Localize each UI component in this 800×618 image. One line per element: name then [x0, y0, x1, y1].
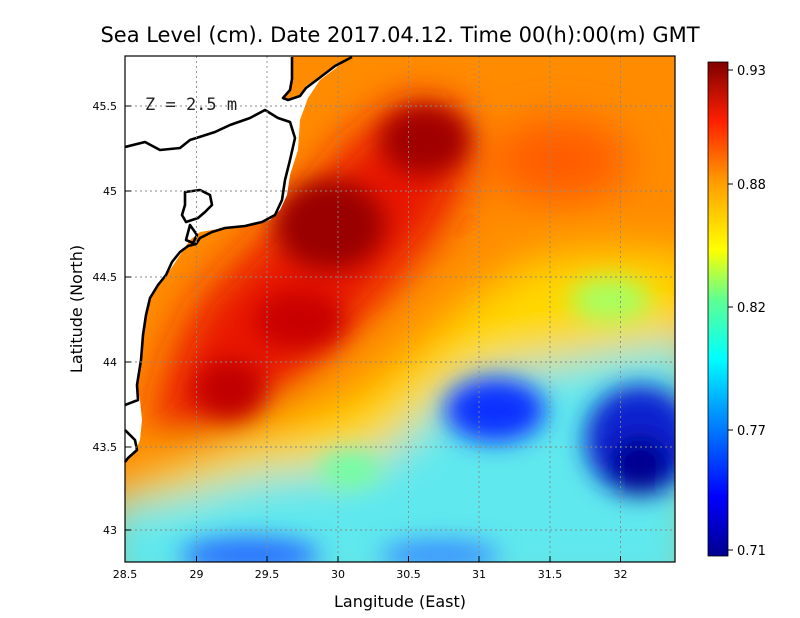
colorbar-tick-label: 0.82 [737, 301, 766, 316]
colorbar: 0.93 0.88 0.82 0.77 0.71 [707, 61, 766, 559]
x-tick-label: 28.5 [113, 568, 138, 581]
y-tick-labels: 43 43.5 44 44.5 45 45.5 [93, 100, 118, 537]
colorbar-tick-label: 0.77 [737, 424, 766, 439]
colorbar-ramp [707, 61, 729, 557]
x-tick-label: 30.5 [396, 568, 421, 581]
grid-lines [125, 56, 675, 562]
x-tick-labels: 28.5 29 29.5 30 30.5 31 31.5 32 [113, 568, 628, 581]
x-tick-label: 29 [190, 568, 204, 581]
land-area [125, 56, 352, 462]
map-title: Sea Level (cm). Date 2017.04.12. Time 00… [100, 23, 699, 47]
y-tick-label: 44.5 [93, 271, 118, 284]
x-tick-label: 30 [331, 568, 345, 581]
x-tick-label: 31.5 [538, 568, 563, 581]
y-tick-label: 45.5 [93, 100, 118, 113]
sea-level-field [125, 56, 675, 562]
y-axis-label: Latitude (North) [67, 245, 86, 373]
x-tick-label: 29.5 [255, 568, 280, 581]
x-tick-label: 32 [614, 568, 628, 581]
y-axis-ticks [125, 105, 131, 531]
depth-label: Z = 2.5 m [145, 95, 237, 115]
colorbar-tick-label: 0.93 [737, 64, 766, 79]
y-tick-label: 43 [103, 524, 117, 537]
plot-frame [124, 55, 676, 563]
y-tick-label: 45 [103, 185, 117, 198]
coastline [123, 55, 353, 463]
y-tick-label: 43.5 [93, 441, 118, 454]
x-axis-ticks [196, 556, 621, 562]
colorbar-tick-label: 0.88 [737, 178, 766, 193]
x-tick-label: 31 [472, 568, 486, 581]
colorbar-tick-label: 0.71 [737, 544, 766, 559]
y-tick-label: 44 [103, 356, 117, 369]
x-axis-label: Langitude (East) [334, 592, 466, 611]
